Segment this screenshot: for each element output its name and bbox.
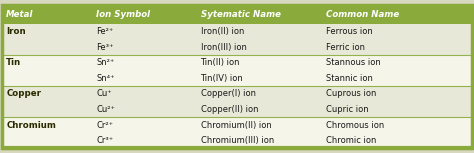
Text: Cu⁺: Cu⁺ bbox=[96, 89, 112, 98]
Text: Tin(II) ion: Tin(II) ion bbox=[201, 58, 240, 67]
Bar bbox=[2, 117, 472, 148]
Text: Iron(III) ion: Iron(III) ion bbox=[201, 43, 246, 52]
Text: Tin(IV) ion: Tin(IV) ion bbox=[201, 74, 243, 83]
Text: Ion Symbol: Ion Symbol bbox=[96, 10, 150, 19]
Text: Sn²⁺: Sn²⁺ bbox=[96, 58, 115, 67]
Text: Copper(II) ion: Copper(II) ion bbox=[201, 105, 258, 114]
Text: Chromous ion: Chromous ion bbox=[326, 121, 384, 130]
Bar bbox=[2, 5, 472, 24]
Text: Chromium: Chromium bbox=[6, 121, 56, 130]
Text: Fe²⁺: Fe²⁺ bbox=[96, 27, 114, 36]
Text: Iron(II) ion: Iron(II) ion bbox=[201, 27, 244, 36]
Text: Common Name: Common Name bbox=[326, 10, 400, 19]
Text: Copper: Copper bbox=[6, 89, 41, 98]
Text: Chromium(II) ion: Chromium(II) ion bbox=[201, 121, 271, 130]
Bar bbox=[2, 55, 472, 86]
Text: Chromium(III) ion: Chromium(III) ion bbox=[201, 136, 274, 145]
Text: Cupric ion: Cupric ion bbox=[326, 105, 369, 114]
Text: Cr²⁺: Cr²⁺ bbox=[96, 121, 113, 130]
Text: Tin: Tin bbox=[6, 58, 21, 67]
Text: Copper(I) ion: Copper(I) ion bbox=[201, 89, 255, 98]
Text: Fe³⁺: Fe³⁺ bbox=[96, 43, 114, 52]
Text: Chromic ion: Chromic ion bbox=[326, 136, 376, 145]
Bar bbox=[2, 24, 472, 55]
Text: Cuprous ion: Cuprous ion bbox=[326, 89, 376, 98]
Bar bbox=[2, 86, 472, 117]
Text: Iron: Iron bbox=[6, 27, 26, 36]
Text: Cr³⁺: Cr³⁺ bbox=[96, 136, 113, 145]
Text: Stannous ion: Stannous ion bbox=[326, 58, 381, 67]
Text: Cu²⁺: Cu²⁺ bbox=[96, 105, 115, 114]
Text: Ferrous ion: Ferrous ion bbox=[326, 27, 373, 36]
Text: Ferric ion: Ferric ion bbox=[326, 43, 365, 52]
Text: Sn⁴⁺: Sn⁴⁺ bbox=[96, 74, 115, 83]
Text: Stannic ion: Stannic ion bbox=[326, 74, 373, 83]
Text: Metal: Metal bbox=[6, 10, 34, 19]
Text: Sytematic Name: Sytematic Name bbox=[201, 10, 281, 19]
